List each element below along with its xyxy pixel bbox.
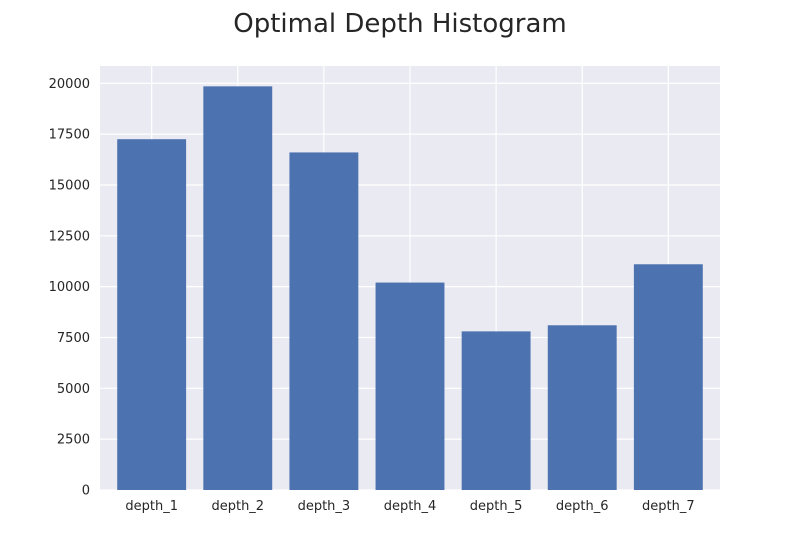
x-tick-label: depth_1 [125, 499, 178, 514]
bar-depth_1 [117, 139, 187, 491]
bar-depth_3 [289, 152, 359, 490]
y-axis-ticks: 0 2500 5000 7500 10000 12500 15000 17500 20000 [49, 77, 90, 499]
y-tick-label: 17500 [49, 128, 90, 143]
bar-depth_2 [203, 86, 273, 491]
bars [117, 86, 703, 491]
x-tick-label: depth_3 [298, 499, 351, 514]
y-tick-label: 7500 [57, 331, 90, 346]
y-tick-label: 5000 [57, 382, 90, 397]
x-tick-label: depth_4 [384, 499, 437, 514]
y-tick-label: 0 [82, 484, 90, 499]
y-tick-label: 15000 [49, 178, 90, 193]
y-tick-label: 10000 [49, 280, 90, 295]
x-axis-ticks: depth_1 depth_2 depth_3 depth_4 depth_5 depth… [125, 499, 694, 514]
bar-depth_4 [375, 282, 445, 490]
x-tick-label: depth_2 [211, 499, 264, 514]
chart-title: Optimal Depth Histogram [233, 9, 566, 39]
bar-depth_7 [633, 264, 703, 490]
y-tick-label: 20000 [49, 77, 90, 92]
bar-depth_5 [461, 331, 531, 490]
x-tick-label: depth_7 [642, 499, 695, 514]
x-tick-label: depth_5 [470, 499, 523, 514]
x-tick-label: depth_6 [556, 499, 609, 514]
y-tick-label: 12500 [49, 229, 90, 244]
bar-depth_6 [547, 325, 617, 490]
y-tick-label: 2500 [57, 433, 90, 448]
